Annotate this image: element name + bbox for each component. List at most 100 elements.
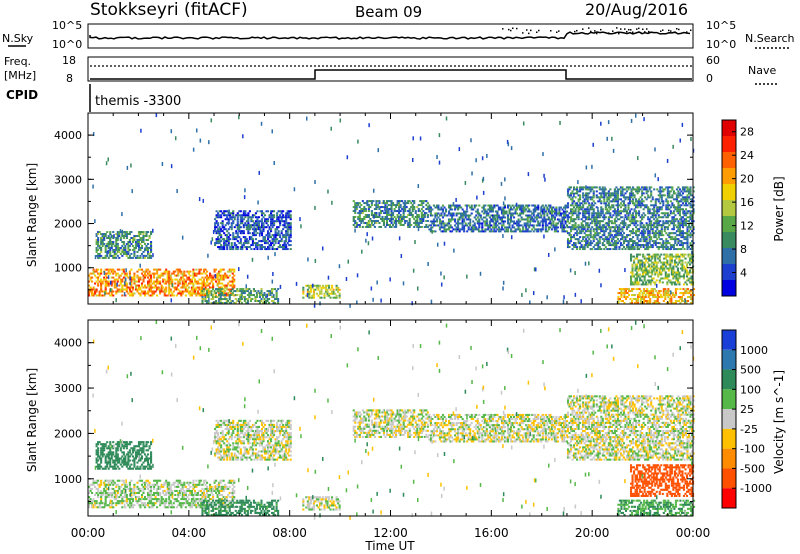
power-cell bbox=[645, 281, 648, 284]
power-cell bbox=[130, 278, 133, 281]
power-cell bbox=[579, 202, 582, 205]
power-cell bbox=[644, 226, 647, 229]
power-cell bbox=[199, 268, 203, 271]
power-cell bbox=[285, 212, 288, 215]
power-cell bbox=[223, 238, 226, 241]
power-cell bbox=[600, 200, 603, 203]
power-cell bbox=[674, 238, 677, 241]
power-cell bbox=[616, 198, 619, 201]
power-cell bbox=[668, 214, 671, 217]
power-cell bbox=[470, 226, 473, 229]
power-cell bbox=[133, 276, 136, 279]
power-cell bbox=[585, 230, 588, 233]
power-cell bbox=[672, 204, 675, 207]
power-cell bbox=[235, 238, 238, 241]
power-cell bbox=[213, 268, 216, 271]
power-cell bbox=[370, 202, 373, 205]
power-cell bbox=[457, 228, 460, 231]
power-cell bbox=[522, 226, 525, 229]
power-cell bbox=[547, 218, 550, 221]
power-cell bbox=[592, 218, 595, 221]
power-cell bbox=[285, 222, 288, 225]
power-cell bbox=[223, 248, 226, 251]
power-cell bbox=[561, 220, 564, 223]
power-cell bbox=[598, 238, 601, 241]
power-cell bbox=[385, 212, 389, 215]
power-cell bbox=[133, 292, 136, 295]
power-cell bbox=[160, 274, 163, 277]
power-cell bbox=[248, 246, 251, 249]
power-cell bbox=[128, 244, 131, 247]
power-cell bbox=[643, 271, 646, 274]
power-cell bbox=[597, 200, 600, 203]
power-cell bbox=[410, 214, 413, 217]
power-cell bbox=[238, 242, 241, 245]
power-cell bbox=[100, 242, 103, 245]
power-cell bbox=[669, 210, 672, 213]
power-cell bbox=[552, 216, 555, 219]
power-cell bbox=[684, 208, 688, 211]
power-cell bbox=[666, 216, 669, 219]
power-cell bbox=[519, 206, 522, 209]
power-cell bbox=[142, 237, 145, 240]
power-cell bbox=[270, 210, 273, 213]
power-cell bbox=[337, 290, 340, 293]
power-cell bbox=[677, 204, 680, 207]
power-cell bbox=[165, 270, 168, 273]
power-cell bbox=[168, 274, 171, 277]
power-cell bbox=[457, 204, 460, 207]
power-cell bbox=[110, 244, 113, 247]
power-cell bbox=[125, 272, 128, 275]
power-cell bbox=[366, 225, 369, 228]
power-cell bbox=[408, 214, 411, 217]
power-cell bbox=[401, 219, 404, 222]
power-cell bbox=[692, 186, 695, 189]
power-cell bbox=[535, 214, 538, 217]
power-cell bbox=[288, 210, 291, 213]
power-cell bbox=[523, 218, 526, 221]
power-cell bbox=[466, 218, 469, 221]
power-cell bbox=[413, 225, 416, 228]
power-cell bbox=[672, 198, 675, 201]
power-cell bbox=[657, 214, 660, 217]
power-cell bbox=[107, 244, 110, 247]
power-cell bbox=[271, 292, 274, 295]
power-cell bbox=[262, 240, 265, 243]
power-cell bbox=[183, 272, 186, 275]
power-cell bbox=[686, 216, 689, 219]
power-cell bbox=[116, 288, 119, 291]
power-cell bbox=[657, 242, 660, 245]
power-cell bbox=[134, 256, 137, 259]
power-cell bbox=[227, 292, 230, 295]
power-cell bbox=[496, 216, 499, 219]
power-cell bbox=[647, 208, 650, 211]
power-cell bbox=[552, 224, 555, 227]
power-cell bbox=[251, 240, 254, 243]
power-cell bbox=[263, 238, 267, 241]
power-cell bbox=[502, 212, 505, 215]
power-cell bbox=[573, 224, 576, 227]
power-cell bbox=[257, 216, 261, 219]
power-cell bbox=[196, 272, 200, 275]
power-cell bbox=[236, 228, 239, 231]
power-cell bbox=[595, 216, 598, 219]
power-cell bbox=[613, 236, 616, 239]
power-cell bbox=[270, 244, 273, 247]
power-cell bbox=[688, 277, 692, 280]
power-cell bbox=[648, 236, 651, 239]
power-cell bbox=[369, 206, 372, 209]
power-cell bbox=[219, 286, 222, 289]
power-cell bbox=[588, 210, 591, 213]
power-cell bbox=[597, 246, 600, 249]
power-cell bbox=[631, 202, 635, 205]
power-cell bbox=[601, 226, 604, 229]
power-cell bbox=[613, 226, 616, 229]
power-cell bbox=[661, 269, 664, 272]
power-cell bbox=[268, 236, 271, 239]
power-cell bbox=[411, 216, 414, 219]
power-cell bbox=[615, 226, 618, 229]
power-cell bbox=[274, 288, 277, 291]
power-cell bbox=[540, 228, 543, 231]
power-cell bbox=[106, 254, 109, 257]
power-cell bbox=[335, 296, 338, 299]
